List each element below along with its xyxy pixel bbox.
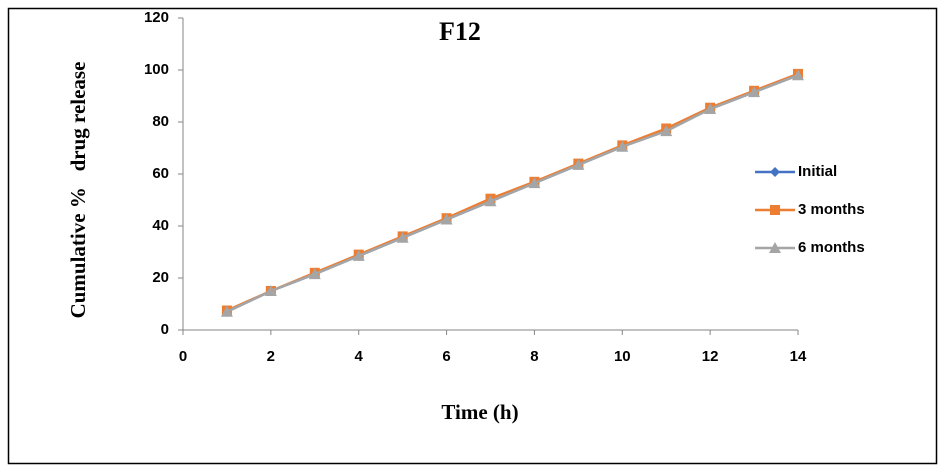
marker <box>220 305 233 317</box>
x-tick-label: 12 <box>702 348 719 365</box>
legend-label: 6 months <box>798 239 865 256</box>
marker <box>264 285 277 296</box>
marker <box>484 195 497 207</box>
marker <box>792 69 804 81</box>
legend-marker <box>769 242 781 253</box>
marker <box>748 86 761 98</box>
x-tick-label: 6 <box>442 348 450 365</box>
chart-frame <box>7 7 938 465</box>
y-tick-label: 60 <box>152 165 169 182</box>
x-axis-label: Time (h) <box>441 400 518 424</box>
legend-label: 3 months <box>798 201 865 218</box>
marker <box>528 177 541 189</box>
x-tick-label: 0 <box>179 348 187 365</box>
legend-label: Initial <box>798 163 837 180</box>
x-tick-label: 14 <box>790 348 807 365</box>
y-tick-label: 0 <box>161 321 169 338</box>
marker <box>396 231 409 243</box>
legend-marker <box>770 205 780 215</box>
chart-title: F12 <box>439 17 481 46</box>
x-tick-label: 4 <box>355 348 364 365</box>
marker <box>352 249 365 261</box>
marker <box>704 103 717 114</box>
y-tick-label: 120 <box>144 9 169 26</box>
y-tick-label: 20 <box>152 269 169 286</box>
y-axis-label: Cumulative % drug release <box>66 62 90 319</box>
marker <box>308 268 321 280</box>
legend-marker <box>770 167 780 177</box>
marker <box>440 213 453 225</box>
marker <box>660 125 673 137</box>
x-tick-label: 2 <box>267 348 275 365</box>
y-tick-label: 100 <box>144 61 169 78</box>
x-tick-label: 8 <box>530 348 538 365</box>
marker <box>616 140 629 152</box>
y-tick-label: 80 <box>152 113 169 130</box>
x-tick-label: 10 <box>614 348 631 365</box>
y-tick-label: 40 <box>152 217 169 234</box>
marker <box>572 158 585 170</box>
series-line <box>226 74 799 313</box>
